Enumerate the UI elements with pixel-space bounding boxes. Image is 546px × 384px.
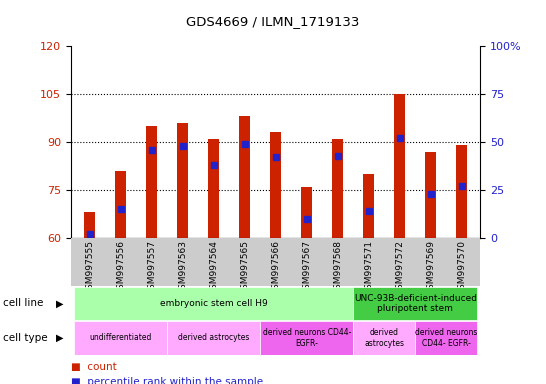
Bar — [456, 145, 467, 238]
Bar — [84, 212, 95, 238]
Bar — [167, 321, 260, 354]
Text: GSM997567: GSM997567 — [302, 240, 311, 295]
Bar — [74, 321, 167, 354]
Text: derived neurons
CD44- EGFR-: derived neurons CD44- EGFR- — [415, 328, 478, 348]
Text: undifferentiated: undifferentiated — [90, 333, 152, 343]
Text: GSM997555: GSM997555 — [85, 240, 94, 295]
Text: cell type: cell type — [3, 333, 48, 343]
Text: ■  count: ■ count — [71, 362, 117, 372]
Bar — [333, 139, 343, 238]
Text: GSM997563: GSM997563 — [178, 240, 187, 295]
Text: GSM997568: GSM997568 — [333, 240, 342, 295]
Text: GDS4669 / ILMN_1719133: GDS4669 / ILMN_1719133 — [186, 15, 360, 28]
Text: GSM997572: GSM997572 — [395, 240, 405, 295]
Text: GSM997566: GSM997566 — [271, 240, 280, 295]
Text: GSM997565: GSM997565 — [240, 240, 249, 295]
Text: GSM997556: GSM997556 — [116, 240, 125, 295]
Text: GSM997571: GSM997571 — [364, 240, 373, 295]
Text: derived astrocytes: derived astrocytes — [178, 333, 250, 343]
Text: GSM997557: GSM997557 — [147, 240, 156, 295]
Bar — [394, 94, 405, 238]
Bar — [353, 321, 416, 354]
Bar — [301, 187, 312, 238]
Text: GSM997564: GSM997564 — [209, 240, 218, 295]
Bar — [74, 287, 353, 320]
Bar — [270, 132, 281, 238]
Bar — [416, 321, 477, 354]
Text: derived
astrocytes: derived astrocytes — [364, 328, 404, 348]
Text: ■  percentile rank within the sample: ■ percentile rank within the sample — [71, 377, 263, 384]
Text: cell line: cell line — [3, 298, 43, 308]
Bar — [353, 287, 477, 320]
Text: ▶: ▶ — [56, 298, 64, 308]
Bar — [146, 126, 157, 238]
Bar — [208, 139, 219, 238]
Text: embryonic stem cell H9: embryonic stem cell H9 — [160, 299, 268, 308]
Bar — [364, 174, 374, 238]
Bar — [115, 171, 126, 238]
Bar — [425, 152, 436, 238]
Text: GSM997570: GSM997570 — [458, 240, 466, 295]
Text: ▶: ▶ — [56, 333, 64, 343]
Text: UNC-93B-deficient-induced
pluripotent stem: UNC-93B-deficient-induced pluripotent st… — [354, 294, 477, 313]
Bar — [177, 123, 188, 238]
Bar — [239, 116, 250, 238]
Text: derived neurons CD44-
EGFR-: derived neurons CD44- EGFR- — [263, 328, 351, 348]
Bar — [260, 321, 353, 354]
Text: GSM997569: GSM997569 — [426, 240, 435, 295]
